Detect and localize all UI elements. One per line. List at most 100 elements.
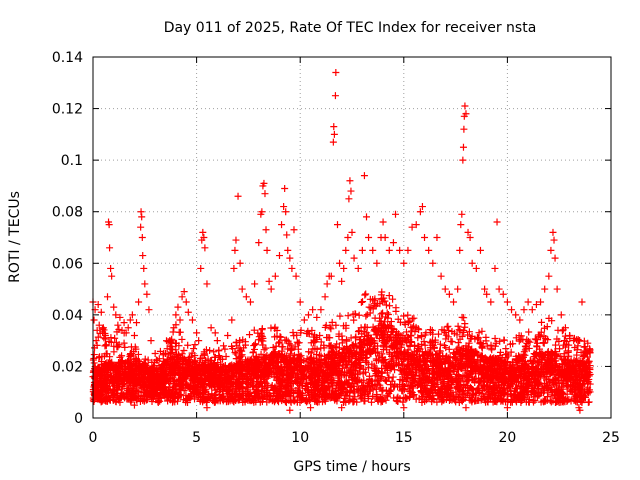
data-point — [552, 352, 560, 360]
data-point — [280, 352, 288, 360]
data-point — [487, 344, 495, 352]
data-point — [388, 377, 396, 385]
data-point — [563, 390, 571, 398]
data-point — [249, 349, 257, 357]
data-point — [141, 355, 149, 363]
data-point — [517, 390, 525, 398]
data-point — [384, 314, 392, 322]
data-point — [412, 323, 420, 331]
data-point — [406, 338, 414, 346]
data-point — [98, 358, 106, 366]
data-point — [188, 370, 196, 378]
data-point — [262, 344, 270, 352]
data-point — [229, 345, 237, 353]
data-point — [442, 335, 450, 343]
data-point — [123, 387, 131, 395]
data-point — [364, 341, 372, 349]
data-point — [281, 336, 289, 344]
data-point — [303, 386, 311, 394]
data-point — [444, 322, 452, 330]
data-point — [401, 365, 409, 373]
data-point — [277, 385, 285, 393]
data-point — [483, 342, 491, 350]
data-point — [365, 372, 373, 380]
data-point — [333, 367, 341, 375]
data-point — [586, 346, 594, 354]
data-point — [357, 298, 365, 306]
data-point — [351, 387, 359, 395]
data-point — [372, 328, 380, 336]
data-point — [584, 398, 592, 406]
data-point — [418, 340, 426, 348]
data-point — [407, 332, 415, 340]
data-point — [362, 312, 370, 320]
data-point — [195, 389, 203, 397]
data-point — [312, 357, 320, 365]
data-point — [311, 370, 319, 378]
data-point — [417, 332, 425, 340]
data-point — [404, 361, 412, 369]
data-point — [349, 395, 357, 403]
data-point — [422, 374, 430, 382]
data-point — [189, 376, 197, 384]
data-point — [442, 344, 450, 352]
data-point — [269, 349, 277, 357]
data-point — [509, 340, 517, 348]
data-point — [219, 395, 227, 403]
data-point — [377, 320, 385, 328]
data-point — [531, 385, 539, 393]
x-tick-label: 0 — [89, 430, 98, 446]
data-point — [352, 340, 360, 348]
data-point — [290, 370, 298, 378]
data-point — [448, 327, 456, 335]
data-point — [408, 327, 416, 335]
data-point — [552, 341, 560, 349]
data-point — [460, 314, 468, 322]
data-point — [506, 387, 514, 395]
data-point — [309, 345, 317, 353]
data-point — [118, 385, 126, 393]
data-point — [259, 341, 267, 349]
data-point — [354, 385, 362, 393]
data-point — [387, 381, 395, 389]
data-point — [128, 361, 136, 369]
data-point — [362, 368, 370, 376]
data-point — [287, 398, 295, 406]
data-point — [539, 339, 547, 347]
data-point — [537, 398, 545, 406]
data-point — [434, 390, 442, 398]
data-point — [507, 348, 515, 356]
data-point — [455, 326, 463, 334]
data-point — [267, 324, 275, 332]
data-point — [168, 348, 176, 356]
data-point — [354, 328, 362, 336]
data-point — [355, 311, 363, 319]
data-point — [538, 318, 546, 326]
data-point — [433, 351, 441, 359]
data-point — [420, 369, 428, 377]
data-point — [254, 377, 262, 385]
data-point — [322, 385, 330, 393]
data-point — [454, 385, 462, 393]
data-point — [421, 331, 429, 339]
data-point — [284, 390, 292, 398]
data-point — [533, 336, 541, 344]
data-point — [299, 395, 307, 403]
x-tick-label: 20 — [498, 430, 516, 446]
data-point — [98, 325, 106, 333]
data-point — [571, 389, 579, 397]
data-point — [416, 345, 424, 353]
data-point — [204, 395, 212, 403]
data-point — [131, 367, 139, 375]
data-point — [402, 328, 410, 336]
data-point — [235, 387, 243, 395]
data-point — [492, 339, 500, 347]
data-point — [358, 348, 366, 356]
data-point — [428, 379, 436, 387]
data-point — [131, 379, 139, 387]
data-point — [321, 323, 329, 331]
data-point — [446, 367, 454, 375]
data-point — [467, 334, 475, 342]
data-point — [384, 393, 392, 401]
data-point — [271, 333, 279, 341]
